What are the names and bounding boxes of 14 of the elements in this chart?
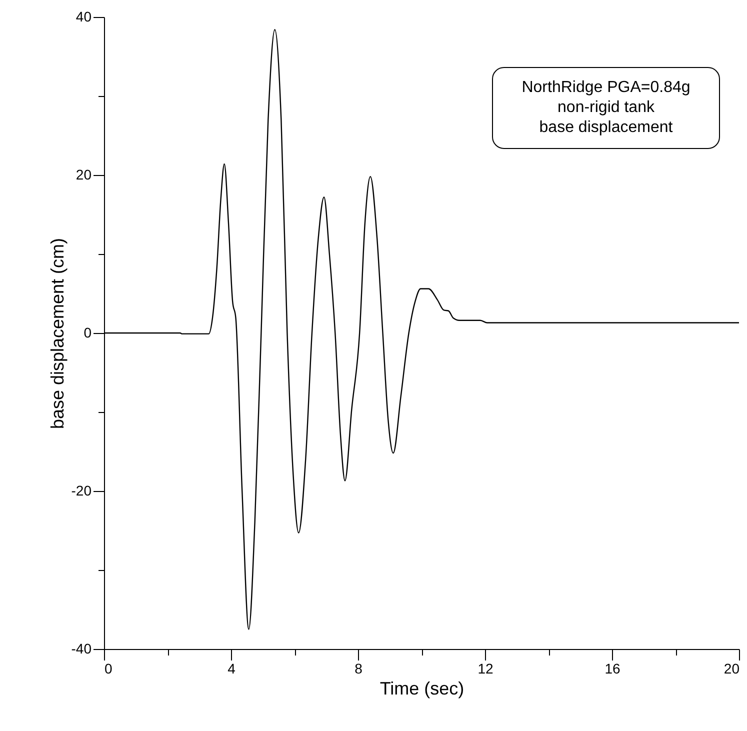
x-tick-label: 4 [228, 660, 236, 676]
x-tick-label: 16 [604, 660, 620, 676]
y-tick-label: 20 [76, 166, 92, 182]
y-tick-label: 40 [76, 8, 92, 24]
x-tick-label: 12 [478, 660, 494, 676]
y-tick-label: -20 [71, 482, 92, 498]
y-axis-title: base displacement (cm) [47, 238, 68, 430]
note-box: NorthRidge PGA=0.84g non-rigid tank base displacement [492, 67, 720, 149]
x-tick-label: 0 [104, 660, 112, 676]
x-tick-label: 20 [724, 660, 740, 676]
y-tick-label: 0 [84, 324, 92, 340]
y-tick-label: -40 [71, 640, 92, 656]
x-axis-title: Time (sec) [380, 678, 464, 698]
x-tick-label: 8 [354, 660, 363, 676]
